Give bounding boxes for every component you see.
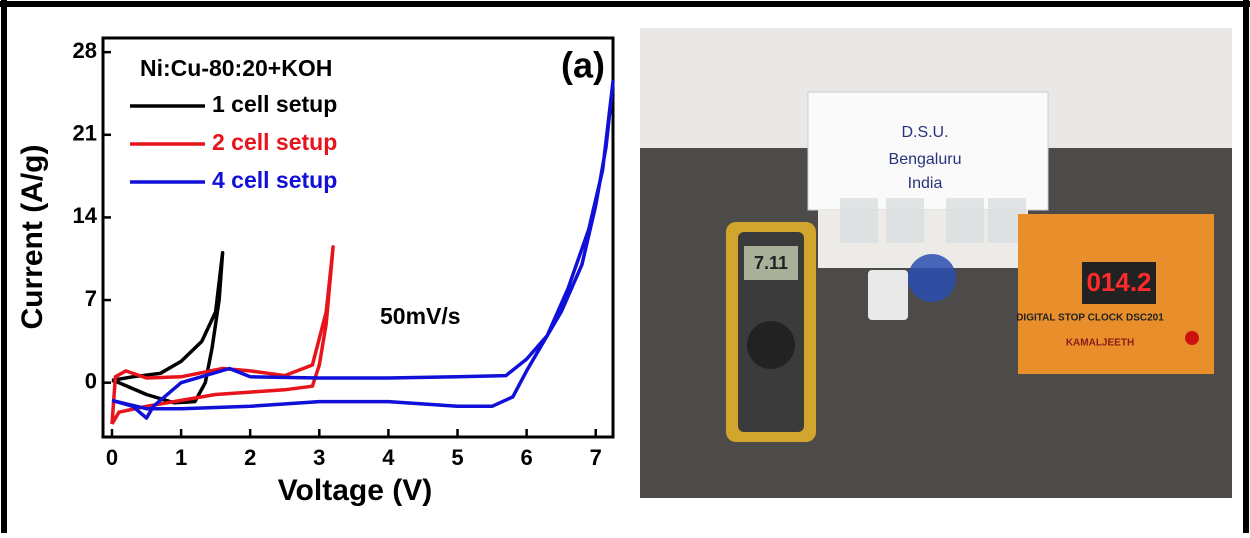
beaker [946,198,984,243]
y-axis-label: Current (A/g) [16,145,49,330]
paper-box [807,91,1049,211]
box-text: Bengaluru [889,151,962,168]
series-line [111,79,615,420]
x-tick-label: 0 [106,445,118,470]
x-tick-label: 6 [520,445,532,470]
legend-label: 1 cell setup [212,91,337,117]
x-tick-label: 4 [382,445,395,470]
x-tick-label: 5 [451,445,463,470]
photo: D.S.U. Bengaluru India 7.11 014.2 DIGITA… [640,28,1232,498]
legend-label: 4 cell setup [212,167,337,193]
annotation: 50mV/s [380,303,461,329]
y-tick-label: 28 [73,38,97,63]
x-tick-label: 7 [590,445,602,470]
beaker [840,198,878,243]
multimeter-screen [744,246,798,280]
annotation: (a) [561,45,605,86]
fan [908,254,956,302]
multimeter-reading: 7.11 [754,253,788,273]
series-line [111,251,225,405]
plot-frame [101,36,615,439]
switch [868,270,908,320]
clock-label: DIGITAL STOP CLOCK DSC201 [1016,313,1164,324]
x-axis-label: Voltage (V) [278,474,432,507]
y-tick-label: 7 [85,286,97,311]
plot: 0 1 2 3 4 5 6 7 0 7 14 21 28 1 cell setup 2 cell setup… [73,38,615,470]
reset-button [1185,331,1199,345]
y-tick-label: 0 [85,369,97,394]
annotation: Ni:Cu-80:20+KOH [140,55,332,81]
clock-brand: KAMALJEETH [1066,338,1134,349]
y-tick-label: 14 [73,203,98,228]
box-text: India [908,175,943,192]
y-tick-label: 21 [73,121,97,146]
box-text: D.S.U. [901,124,948,141]
series-line [110,245,335,425]
x-tick-label: 3 [313,445,325,470]
clock-display [1082,262,1156,304]
clock-reading: 014.2 [1086,267,1151,297]
multimeter-dial [747,321,795,369]
legend-label: 2 cell setup [212,129,337,155]
x-tick-label: 1 [175,445,187,470]
x-tick-label: 2 [244,445,256,470]
beaker [886,198,924,243]
